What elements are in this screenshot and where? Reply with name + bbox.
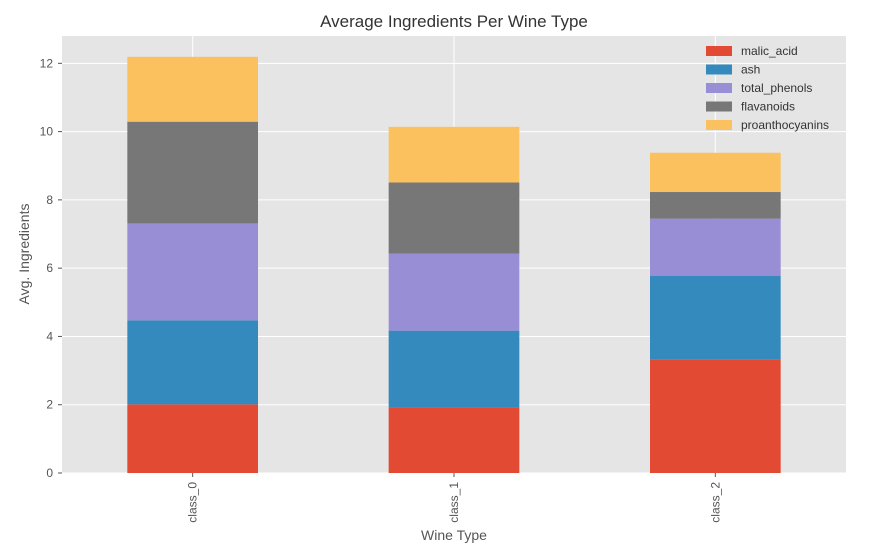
- bar-malic_acid: [127, 404, 258, 473]
- bar-malic_acid: [650, 359, 781, 473]
- bar-total_phenols: [127, 223, 258, 321]
- legend-swatch: [706, 120, 732, 130]
- bar-ash: [388, 330, 520, 408]
- x-axis-label: Wine Type: [421, 527, 487, 543]
- chart-title: Average Ingredients Per Wine Type: [320, 12, 588, 31]
- bar-flavanoids: [650, 192, 781, 219]
- bar-flavanoids: [388, 182, 520, 254]
- legend-swatch: [706, 64, 732, 75]
- legend-label: flavanoids: [741, 100, 795, 114]
- y-tick-label: 10: [40, 125, 54, 139]
- bar-ash: [127, 320, 258, 405]
- y-tick-label: 0: [46, 466, 53, 480]
- legend-label: total_phenols: [741, 81, 812, 95]
- x-axis-ticks: class_0 class_1 class_2: [186, 473, 722, 523]
- bar-total_phenols: [388, 253, 520, 331]
- legend-label: proanthocyanins: [741, 118, 829, 132]
- y-tick-label: 2: [46, 398, 53, 412]
- bar-malic_acid: [388, 407, 520, 473]
- x-tick-label: class_0: [186, 482, 200, 523]
- legend-swatch: [706, 83, 732, 93]
- bar-flavanoids: [127, 121, 258, 224]
- y-tick-label: 4: [46, 329, 53, 343]
- x-tick-label: class_2: [708, 482, 722, 523]
- y-axis-label: Avg. Ingredients: [16, 204, 32, 305]
- bar-total_phenols: [650, 218, 781, 277]
- bar-ash: [650, 276, 781, 360]
- x-tick-label: class_1: [447, 482, 461, 523]
- legend-label: malic_acid: [741, 44, 798, 58]
- bar-proanthocyanins: [650, 152, 781, 193]
- legend-swatch: [706, 46, 732, 56]
- y-tick-label: 8: [46, 193, 53, 207]
- bars: [127, 56, 781, 473]
- y-tick-label: 6: [46, 261, 53, 275]
- legend-swatch: [706, 101, 732, 112]
- y-tick-label: 12: [40, 56, 54, 70]
- legend-label: ash: [741, 63, 760, 77]
- bar-proanthocyanins: [388, 126, 520, 183]
- bar-proanthocyanins: [127, 56, 258, 122]
- y-axis-ticks: 0 2 4 6 8 10 12: [40, 56, 62, 480]
